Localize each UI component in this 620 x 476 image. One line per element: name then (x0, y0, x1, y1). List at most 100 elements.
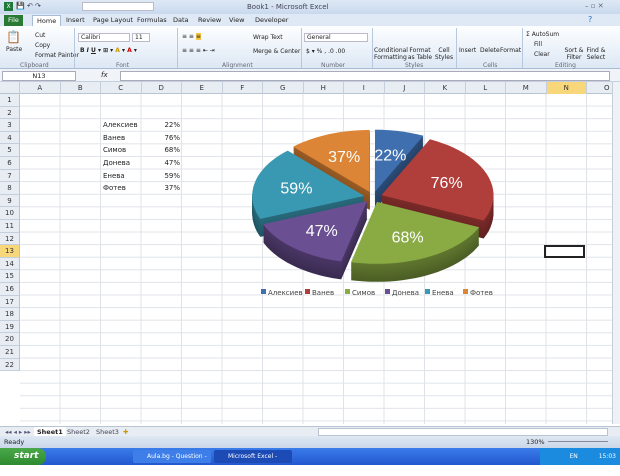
language-indicator[interactable]: EN (569, 453, 578, 460)
quick-access-box[interactable] (82, 2, 154, 11)
tab-file[interactable]: File (4, 15, 23, 26)
pie-slice-Енева[interactable] (252, 150, 365, 219)
find-select-button[interactable]: Find & Select (586, 47, 606, 61)
cell-value[interactable]: 37% (164, 184, 180, 193)
row-header-16[interactable]: 16 (0, 283, 20, 296)
cell-name[interactable]: Енева (103, 171, 125, 180)
column-header-N[interactable]: N (546, 82, 587, 94)
sheet-tab-1[interactable]: Sheet1 (34, 427, 66, 437)
align-buttons[interactable]: ≡ ≡ ≡ (182, 33, 201, 40)
row-header-17[interactable]: 17 (0, 295, 20, 309)
column-header-A[interactable]: A (20, 82, 61, 94)
formula-input[interactable] (120, 71, 610, 81)
row-header-11[interactable]: 11 (0, 220, 20, 233)
align-horizontal-buttons[interactable]: ≡ ≡ ≡ ⇤ ⇥ (182, 47, 215, 54)
selected-cell-n13[interactable] (544, 245, 585, 258)
copy-button[interactable]: Copy (35, 42, 51, 49)
pie-slice-Донева[interactable] (263, 201, 368, 262)
autosum-button[interactable]: Σ AutoSum (526, 31, 560, 38)
column-header-K[interactable]: K (425, 82, 466, 94)
delete-cells-button[interactable]: Delete (480, 47, 500, 54)
cell-value[interactable]: 47% (164, 159, 180, 167)
pie-slice-Симов[interactable] (351, 201, 480, 264)
pie-slice-Ванев[interactable] (381, 139, 494, 221)
number-format-buttons[interactable]: $ ▾ % , .0 .00 (306, 48, 346, 55)
row-header-2[interactable]: 2 (0, 106, 20, 120)
conditional-formatting-button[interactable]: Conditional Formatting (374, 47, 408, 61)
tab-developer[interactable]: Developer (255, 16, 289, 24)
row-header-14[interactable]: 14 (0, 257, 20, 271)
row-header-13[interactable]: 13 (0, 245, 20, 258)
row-header-6[interactable]: 6 (0, 157, 20, 170)
tab-view[interactable]: View (229, 16, 245, 24)
clear-button[interactable]: Clear (534, 51, 550, 58)
start-button[interactable]: start (0, 448, 46, 465)
merge-center-button[interactable]: Merge & Center (253, 48, 301, 55)
taskbar-item-excel[interactable]: Microsoft Excel - Book1 (214, 450, 292, 473)
pie-slice-Алексиев[interactable] (374, 129, 424, 192)
row-header-8[interactable]: 8 (0, 182, 20, 195)
font-name-select[interactable]: Calibri (78, 33, 130, 42)
wrap-text-button[interactable]: Wrap Text (253, 34, 283, 41)
row-header-9[interactable]: 9 (0, 194, 20, 208)
cell-name[interactable]: Ванев (103, 133, 126, 142)
cell-name[interactable]: Донева (103, 159, 131, 167)
cell-styles-button[interactable]: Cell Styles (434, 47, 454, 61)
cut-button[interactable]: Cut (35, 32, 46, 39)
help-icon[interactable]: ? (588, 15, 593, 24)
column-header-O[interactable]: O (587, 82, 620, 94)
cell-value[interactable]: 76% (164, 133, 180, 142)
tab-home[interactable]: Home (32, 15, 62, 26)
row-header-3[interactable]: 3 (0, 119, 20, 132)
format-as-table-button[interactable]: Format as Table (407, 47, 433, 61)
sort-filter-button[interactable]: Sort & Filter (564, 47, 584, 61)
cell-name[interactable]: Симов (103, 146, 127, 155)
paste-icon[interactable]: 📋 (6, 30, 21, 44)
row-header-21[interactable]: 21 (0, 346, 20, 359)
tab-page-layout[interactable]: Page Layout (93, 16, 133, 24)
font-size-select[interactable]: 11 (132, 33, 150, 42)
insert-sheet-icon[interactable]: ✚ (123, 428, 129, 436)
tab-data[interactable]: Data (173, 16, 189, 24)
tab-formulas[interactable]: Formulas (137, 16, 167, 24)
fill-button[interactable]: Fill (534, 41, 543, 48)
row-header-10[interactable]: 10 (0, 207, 20, 220)
sheet-tab-2[interactable]: Sheet2 (67, 428, 90, 436)
name-box[interactable]: N13 (2, 71, 76, 81)
select-all[interactable] (0, 82, 20, 94)
zoom-level[interactable]: 130% (526, 438, 545, 446)
row-header-19[interactable]: 19 (0, 320, 20, 334)
sheet-tab-3[interactable]: Sheet3 (96, 428, 119, 436)
number-format-select[interactable]: General (304, 33, 368, 42)
row-header-18[interactable]: 18 (0, 308, 20, 321)
row-header-22[interactable]: 22 (0, 358, 20, 372)
row-header-15[interactable]: 15 (0, 270, 20, 283)
quick-access-toolbar[interactable]: 💾 ↶ ↷ (16, 2, 41, 10)
pie-slice-Фотев[interactable] (293, 130, 370, 192)
column-header-I[interactable]: I (344, 82, 385, 94)
taskbar-item-browser[interactable]: Aula.bg - Question - ... (133, 450, 211, 473)
column-header-G[interactable]: G (263, 82, 304, 94)
column-header-H[interactable]: H (304, 82, 344, 94)
column-header-M[interactable]: M (506, 82, 547, 94)
window-controls[interactable]: – ▫ ✕ (585, 2, 604, 10)
column-header-E[interactable]: E (182, 82, 223, 94)
column-header-L[interactable]: L (466, 82, 506, 94)
cell-name[interactable]: Фотев (103, 184, 126, 193)
column-header-C[interactable]: C (101, 82, 142, 94)
tab-review[interactable]: Review (198, 16, 222, 24)
horizontal-scrollbar[interactable] (318, 428, 608, 436)
cell-name[interactable]: Алексиев (103, 121, 138, 130)
row-header-12[interactable]: 12 (0, 232, 20, 246)
column-header-J[interactable]: J (385, 82, 425, 94)
bold-button[interactable]: B I U ▾ ⊞ ▾ A ▾ A ▾ (80, 47, 137, 54)
row-header-1[interactable]: 1 (0, 94, 20, 107)
format-cells-button[interactable]: Format (500, 47, 522, 54)
row-header-7[interactable]: 7 (0, 169, 20, 183)
insert-cells-button[interactable]: Insert (459, 47, 477, 54)
cell-value[interactable]: 68% (164, 146, 180, 155)
column-header-B[interactable]: B (61, 82, 101, 94)
row-header-20[interactable]: 20 (0, 333, 20, 346)
insert-function-icon[interactable]: fx (101, 71, 108, 79)
column-header-F[interactable]: F (223, 82, 263, 94)
